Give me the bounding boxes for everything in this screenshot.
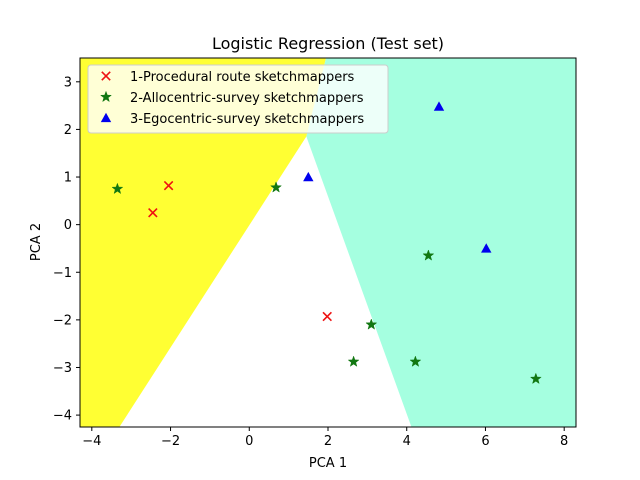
y-tick-label: −1: [53, 266, 72, 281]
point-series-2-7: [529, 372, 542, 385]
x-axis-title: PCA 1: [309, 456, 347, 471]
x-tick-label: −4: [82, 434, 101, 449]
legend-marker-1: [101, 71, 111, 81]
x-tick-label: 2: [324, 434, 332, 449]
y-tick-label: 0: [64, 218, 72, 233]
y-axis-title: PCA 2: [29, 223, 44, 261]
decision-region-class-1: [80, 58, 327, 427]
data-points: [111, 101, 542, 385]
x-tick-label: 6: [481, 434, 489, 449]
x-tick-label: 8: [560, 434, 568, 449]
legend-marker-2: [99, 90, 113, 103]
legend-label-procedural: 1-Procedural route sketchmappers: [130, 70, 355, 85]
x-tick-label: −2: [161, 434, 180, 449]
y-tick-label: 1: [64, 171, 72, 186]
point-series-1-1: [148, 207, 158, 218]
y-tick-label: −3: [53, 361, 72, 376]
y-axis-ticks: −4 −3 −2 −1 0 1 2 3: [53, 75, 80, 424]
legend-box: [87, 64, 389, 134]
point-series-2-1: [111, 182, 124, 195]
point-series-2-4: [365, 318, 378, 330]
legend-marker-3: [100, 112, 112, 123]
legend: 1-Procedural route sketchmappers 2-Alloc…: [87, 64, 389, 134]
y-tick-label: −2: [53, 313, 72, 328]
x-tick-label: 4: [403, 434, 411, 449]
point-series-1-2: [163, 180, 174, 191]
y-tick-label: 2: [64, 123, 72, 138]
point-series-2-6: [409, 355, 422, 367]
point-series-2-5: [347, 355, 360, 367]
legend-label-egocentric: 3-Egocentric-survey sketchmappers: [130, 112, 364, 127]
point-series-1-3: [322, 311, 332, 322]
decision-regions: [80, 58, 576, 427]
y-tick-label: 3: [64, 75, 72, 90]
x-axis-ticks: −4 −2 0 2 4 6 8: [82, 427, 568, 449]
y-tick-label: −4: [53, 409, 72, 424]
point-series-3-1: [303, 171, 314, 182]
point-series-2-3: [422, 249, 435, 261]
legend-label-allocentric: 2-Allocentric-survey sketchmappers: [130, 91, 364, 106]
point-series-2-2: [270, 181, 283, 193]
point-series-3-3: [481, 243, 492, 253]
decision-region-class-3: [306, 58, 576, 427]
x-tick-label: 0: [245, 434, 253, 449]
chart-title: Logistic Regression (Test set): [212, 34, 444, 53]
legend-markers: [99, 71, 113, 123]
point-series-3-2: [433, 101, 445, 111]
